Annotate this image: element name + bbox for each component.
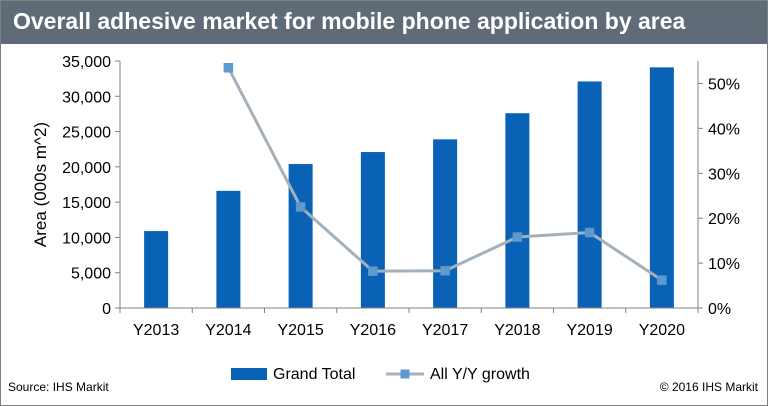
x-tick-label: Y2013 (133, 322, 179, 339)
y-tick-label-left: 20,000 (62, 160, 111, 177)
growth-point-y2020 (657, 275, 667, 285)
y-tick-label-left: 10,000 (62, 230, 111, 247)
legend-label-grand-total: Grand Total (273, 366, 355, 383)
y-tick-label-left: 0 (102, 301, 111, 318)
y-tick-label-right: 40% (708, 121, 740, 138)
x-tick-label: Y2018 (494, 322, 540, 339)
bar-y2020 (649, 67, 674, 308)
x-tick-label: Y2014 (205, 322, 251, 339)
y-tick-label-left: 25,000 (62, 125, 111, 142)
y-tick-label-left: 30,000 (62, 89, 111, 106)
source-note: Source: IHS Markit (8, 380, 109, 394)
x-tick-label: Y2015 (277, 322, 323, 339)
y-tick-label-left: 35,000 (62, 54, 111, 71)
chart-title: Overall adhesive market for mobile phone… (13, 8, 686, 34)
bar-y2018 (505, 113, 530, 308)
growth-point-y2017 (440, 265, 450, 276)
bar-y2019 (577, 81, 602, 308)
growth-point-y2018 (512, 232, 523, 242)
legend-marker-swatch (400, 369, 410, 379)
bar-y2016 (360, 152, 385, 308)
growth-point-y2015 (295, 202, 306, 212)
y-tick-label-right: 10% (708, 256, 740, 273)
y-tick-label-right: 30% (708, 166, 740, 183)
copyright-note: © 2016 IHS Markit (659, 380, 758, 394)
y-tick-label-right: 50% (708, 76, 740, 93)
x-tick-label: Y2016 (350, 322, 396, 339)
x-tick-label: Y2020 (639, 322, 685, 339)
y-tick-label-left: 15,000 (62, 195, 111, 212)
y-tick-label-right: 20% (708, 211, 740, 228)
growth-point-y2014 (223, 62, 234, 73)
bar-y2015 (288, 164, 313, 308)
x-tick-label: Y2017 (422, 322, 468, 339)
title-bar: Overall adhesive market for mobile phone… (1, 1, 767, 44)
legend-label-yy-growth: All Y/Y growth (430, 366, 530, 383)
bar-y2013 (144, 231, 169, 308)
y-axis-title: Area (000s m^2) (31, 122, 50, 247)
growth-point-y2019 (584, 227, 595, 238)
y-tick-label-left: 5,000 (71, 266, 111, 283)
bar-y2014 (216, 190, 241, 308)
bar-y2017 (433, 139, 458, 308)
growth-point-y2016 (368, 266, 378, 276)
x-tick-label: Y2019 (566, 322, 612, 339)
y-tick-label-right: 0% (708, 301, 731, 318)
legend-bar-swatch (231, 368, 267, 380)
